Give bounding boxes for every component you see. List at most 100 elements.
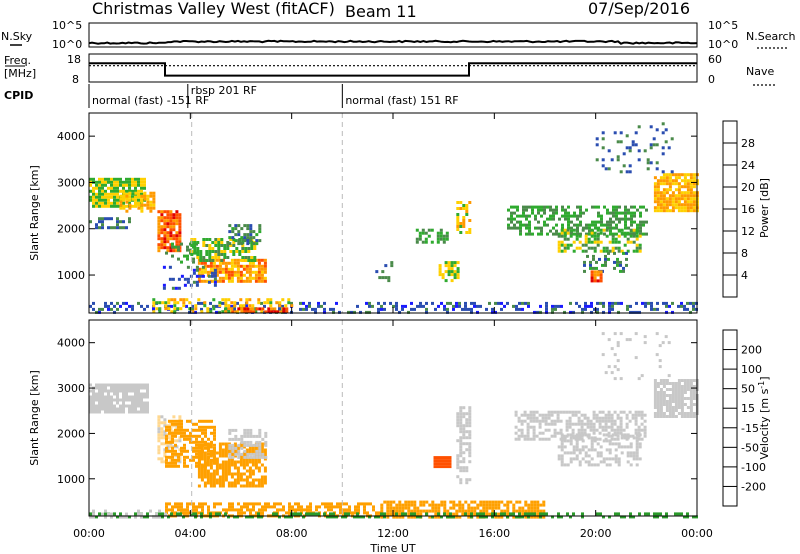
- power-cell: [632, 310, 635, 314]
- power-cell: [488, 301, 491, 305]
- velocity-cell: [380, 503, 384, 507]
- velocity-cell: [586, 419, 590, 423]
- velocity-colorbar-label: Velocity [m s-1]: [757, 376, 771, 459]
- velocity-cell: [263, 469, 267, 473]
- power-cell: [390, 261, 394, 265]
- power-cell: [169, 222, 173, 226]
- velocity-cell: [419, 509, 423, 513]
- power-cell: [557, 246, 561, 250]
- velocity-cell: [107, 401, 110, 405]
- velocity-cell: [467, 512, 471, 516]
- velocity-cell: [297, 505, 300, 509]
- power-cell: [203, 267, 207, 271]
- power-cell: [131, 304, 134, 308]
- power-cell: [143, 191, 147, 195]
- power-cell: [152, 191, 156, 195]
- velocity-cell: [360, 502, 363, 506]
- velocity-cell: [459, 466, 463, 470]
- power-cell: [625, 263, 628, 267]
- power-cell: [593, 307, 596, 311]
- velocity-cell: [580, 431, 584, 435]
- power-cell: [188, 301, 192, 305]
- power-cell: [178, 213, 182, 217]
- power-cell: [619, 263, 622, 267]
- power-cell: [119, 226, 122, 230]
- power-cell: [251, 270, 255, 274]
- velocity-cell: [237, 443, 241, 447]
- power-cell: [525, 205, 528, 209]
- velocity-cell: [668, 412, 672, 415]
- velocity-cell: [234, 437, 238, 441]
- power-cell: [332, 307, 335, 311]
- velocity-cell: [192, 446, 195, 450]
- velocity-cell: [616, 359, 620, 363]
- velocity-cell: [491, 506, 495, 510]
- velocity-cell: [197, 472, 201, 476]
- power-cell: [628, 170, 632, 174]
- power-cell: [677, 194, 681, 198]
- power-cell: [193, 238, 197, 241]
- velocity-cell: [255, 511, 258, 515]
- velocity-cell: [520, 428, 524, 432]
- power-cell: [92, 177, 95, 181]
- velocity-cell: [526, 437, 530, 441]
- velocity-cell: [616, 425, 620, 429]
- power-cell: [260, 279, 264, 283]
- velocity-cell: [255, 443, 259, 447]
- velocity-cell: [261, 505, 264, 509]
- velocity-cell: [656, 409, 660, 412]
- power-cell: [668, 200, 672, 204]
- velocity-cell: [201, 505, 204, 509]
- power-cell: [95, 310, 98, 314]
- power-cell: [236, 267, 240, 271]
- velocity-cell: [656, 397, 660, 400]
- velocity-cell: [668, 415, 672, 418]
- velocity-cell: [580, 413, 584, 417]
- velocity-cell: [538, 437, 542, 441]
- velocity-cell: [224, 469, 228, 473]
- power-cell: [456, 222, 460, 225]
- power-cell: [110, 183, 113, 187]
- power-cell: [257, 301, 261, 305]
- velocity-cell: [461, 509, 465, 513]
- velocity-cell: [459, 427, 463, 431]
- velocity-cell: [212, 454, 216, 458]
- power-cell: [215, 270, 219, 274]
- velocity-cell: [575, 448, 579, 452]
- velocity-cell: [462, 427, 466, 431]
- power-cell: [122, 226, 125, 230]
- power-cell: [601, 137, 605, 141]
- power-cell: [128, 180, 131, 184]
- power-cell: [599, 276, 603, 280]
- power-cell: [215, 279, 219, 283]
- power-cell: [178, 219, 182, 223]
- power-cell: [128, 203, 132, 207]
- velocity-cell: [260, 475, 264, 479]
- velocity-cell: [200, 451, 204, 455]
- velocity-cell: [254, 457, 258, 461]
- velocity-cell: [264, 443, 268, 447]
- power-cell: [107, 177, 110, 181]
- velocity-cell: [473, 509, 477, 513]
- velocity-cell: [104, 398, 107, 402]
- velocity-cell: [598, 419, 602, 423]
- velocity-cell: [291, 508, 294, 512]
- power-cell: [404, 304, 407, 308]
- velocity-cell: [529, 437, 533, 441]
- velocity-cell: [257, 460, 261, 464]
- power-cell: [555, 229, 558, 233]
- velocity-cell: [607, 419, 611, 423]
- power-cell: [540, 232, 543, 236]
- velocity-cell: [569, 442, 573, 446]
- power-cell: [192, 271, 196, 275]
- power-cell: [584, 249, 588, 253]
- velocity-cell: [526, 413, 530, 417]
- velocity-cell: [168, 508, 171, 512]
- velocity-cell: [171, 422, 174, 426]
- velocity-cell: [521, 509, 525, 513]
- velocity-cell: [245, 460, 249, 464]
- power-cell: [227, 307, 231, 311]
- power-cell: [236, 301, 239, 305]
- power-cell: [257, 267, 261, 271]
- velocity-cell: [104, 389, 107, 393]
